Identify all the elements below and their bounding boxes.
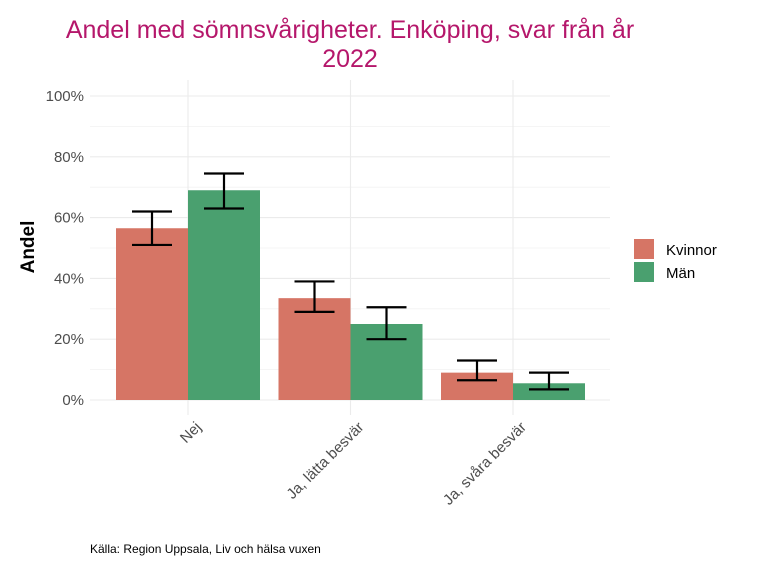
y-axis-ticks: 0% 20% 40% 60% 80% 100% — [46, 88, 84, 409]
y-tick-label: 60% — [54, 210, 84, 227]
error-bar — [294, 280, 335, 313]
legend-label: Kvinnor — [666, 242, 717, 259]
bar — [513, 383, 585, 400]
error-bar — [457, 359, 497, 382]
x-axis-ticks: Nej Ja, lätta besvär Ja, svåra besvär — [177, 419, 530, 509]
error-bar — [366, 306, 407, 341]
chart-title: Andel med sömnsvårigheter. Enköping, sva… — [66, 16, 634, 73]
chart-title-line-1: Andel med sömnsvårigheter. Enköping, sva… — [66, 16, 634, 44]
y-tick-label: 100% — [46, 88, 84, 105]
bar — [278, 298, 351, 400]
source-caption: Källa: Region Uppsala, Liv och hälsa vux… — [90, 542, 321, 556]
x-tick-label: Ja, lätta besvär — [283, 419, 367, 503]
x-tick-label: Ja, svåra besvär — [440, 419, 530, 509]
error-bar — [204, 172, 244, 210]
legend-label: Män — [666, 265, 695, 282]
y-axis-label: Andel — [18, 221, 39, 274]
bar — [188, 190, 260, 400]
error-bars — [132, 172, 569, 391]
y-tick-label: 40% — [54, 270, 84, 287]
x-tick-label: Nej — [177, 419, 205, 447]
bar — [116, 228, 188, 400]
error-bar — [529, 371, 569, 391]
y-tick-label: 20% — [54, 331, 84, 348]
bars — [116, 190, 585, 400]
error-bar — [132, 210, 172, 247]
legend: Kvinnor Män — [634, 239, 717, 282]
y-tick-label: 80% — [54, 149, 84, 166]
legend-swatch — [634, 239, 654, 259]
legend-swatch — [634, 262, 654, 282]
chart-title-line-2: 2022 — [322, 45, 378, 73]
y-tick-label: 0% — [62, 392, 84, 409]
